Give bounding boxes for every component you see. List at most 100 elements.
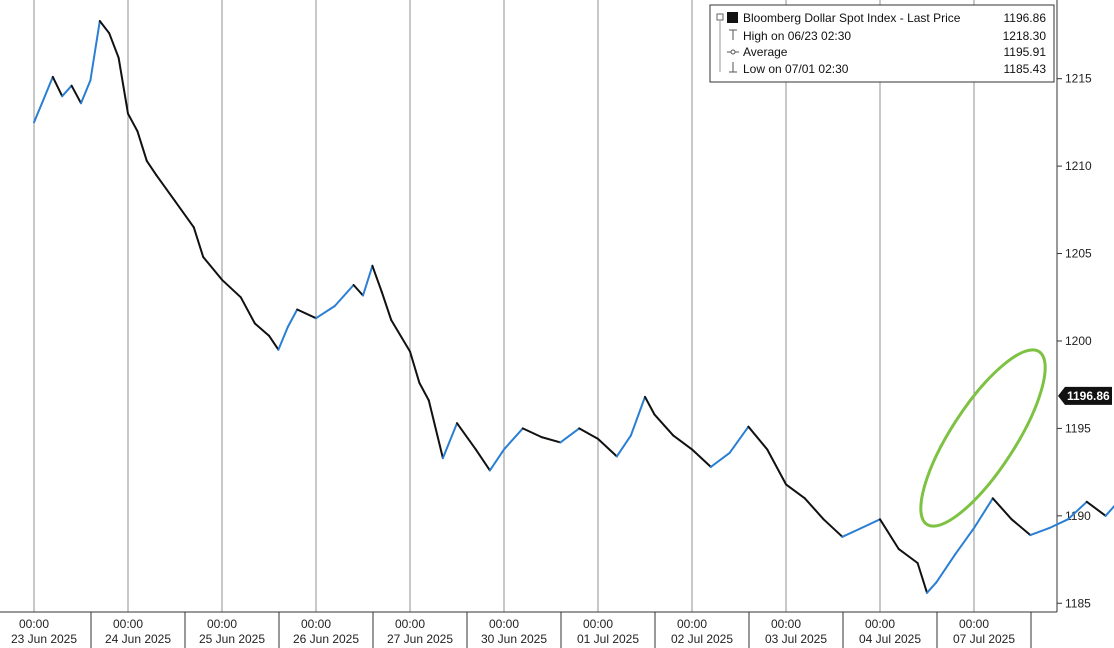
legend: Bloomberg Dollar Spot Index - Last Price… — [709, 4, 1055, 83]
series-segment — [371, 264, 383, 293]
series-segment — [728, 425, 750, 454]
series-segment — [441, 422, 458, 460]
series-segment — [559, 427, 581, 444]
series-segment — [803, 497, 825, 521]
x-tick-time-label: 00:00 — [113, 617, 143, 631]
legend-series-swatch-icon — [727, 12, 738, 23]
series-segment — [474, 448, 491, 472]
x-tick-time-label: 00:00 — [771, 617, 801, 631]
legend-box — [709, 4, 1055, 83]
y-tick-label: 1185 — [1065, 596, 1091, 610]
series-segment — [61, 84, 73, 98]
y-tick-label: 1210 — [1065, 159, 1092, 173]
series-segment — [127, 112, 139, 133]
series-segment — [456, 422, 477, 451]
legend-average-label: Average — [743, 45, 788, 59]
x-tick-date-label: 26 Jun 2025 — [293, 632, 359, 646]
x-tick-time-label: 00:00 — [489, 617, 519, 631]
series-segment — [578, 427, 599, 440]
series-segment — [766, 448, 787, 486]
series-segment — [427, 399, 444, 460]
x-tick-date-label: 03 Jul 2025 — [765, 632, 827, 646]
x-tick-time-label: 00:00 — [959, 617, 989, 631]
legend-low-value: 1185.43 — [1004, 62, 1047, 76]
legend-low-label: Low on 07/01 02:30 — [743, 62, 849, 76]
series-segment — [253, 322, 270, 337]
series-segment — [629, 395, 646, 437]
series-segment — [409, 350, 421, 384]
series-segment — [615, 434, 632, 458]
legend-high-value: 1218.30 — [1003, 29, 1047, 43]
series-segment — [860, 518, 881, 530]
series-segment — [1067, 500, 1088, 521]
legend-expand-icon — [716, 13, 724, 21]
series-segment — [286, 308, 299, 328]
last-price-tag: 1196.86 — [1058, 386, 1112, 405]
x-tick-date-label: 01 Jul 2025 — [577, 632, 639, 646]
price-series — [33, 20, 1114, 594]
series-segment — [80, 79, 92, 105]
series-segment — [747, 425, 769, 451]
series-segment — [973, 497, 994, 530]
x-tick-time-label: 00:00 — [207, 617, 237, 631]
series-segment — [1104, 504, 1114, 517]
series-segment — [916, 562, 928, 594]
x-tick-time-label: 00:00 — [865, 617, 895, 631]
series-segment — [1010, 518, 1032, 537]
series-segment — [70, 84, 82, 105]
series-segment — [926, 581, 938, 594]
last-price-tag-label: 1196.86 — [1067, 389, 1110, 403]
y-axis-ticks: 1185 1190 1195 1200 1205 1210 1215 — [1057, 72, 1092, 610]
axis-frame — [0, 0, 1058, 613]
series-segment — [709, 451, 731, 468]
y-tick-label: 1190 — [1065, 509, 1091, 523]
highlight-ellipse — [919, 348, 1047, 528]
series-segment — [277, 326, 289, 351]
series-segment — [418, 381, 430, 402]
series-segment — [117, 56, 129, 115]
series-segment — [33, 98, 45, 124]
series-segment — [841, 527, 863, 538]
series-segment — [202, 256, 223, 281]
legend-high-label: High on 06/23 02:30 — [743, 29, 851, 43]
series-segment — [42, 75, 54, 101]
series-segment — [221, 278, 242, 299]
series-segment — [1048, 518, 1069, 530]
vertical-gridlines — [33, 0, 975, 612]
series-segment — [785, 483, 806, 500]
x-tick-time-label: 00:00 — [301, 617, 331, 631]
series-segment — [108, 32, 120, 59]
series-segment — [672, 434, 693, 451]
series-segment — [89, 20, 101, 82]
series-segment — [1029, 527, 1051, 537]
x-tick-date-label: 25 Jun 2025 — [199, 632, 265, 646]
series-segment — [644, 395, 656, 416]
low-marker-icon — [729, 62, 737, 73]
x-tick-date-label: 30 Jun 2025 — [481, 632, 547, 646]
series-segment — [991, 497, 1013, 521]
y-tick-label: 1200 — [1065, 334, 1092, 348]
series-segment — [390, 319, 411, 353]
average-marker-dot-icon — [730, 49, 736, 55]
x-tick-date-label: 23 Jun 2025 — [11, 632, 77, 646]
series-segment — [597, 437, 618, 458]
series-segment — [155, 173, 176, 203]
series-segment — [362, 264, 374, 297]
x-tick-date-label: 07 Jul 2025 — [953, 632, 1015, 646]
x-tick-date-label: 04 Jul 2025 — [859, 632, 921, 646]
x-tick-time-label: 00:00 — [395, 617, 425, 631]
series-segment — [136, 130, 148, 162]
series-segment — [897, 548, 919, 564]
series-segment — [174, 200, 195, 229]
series-segment — [268, 334, 280, 351]
series-segment — [691, 448, 712, 468]
series-segment — [296, 308, 317, 320]
series-segment — [488, 448, 505, 472]
series-segment — [653, 413, 675, 437]
series-segment — [935, 553, 957, 584]
y-tick-label: 1195 — [1065, 421, 1091, 435]
x-tick-time-label: 00:00 — [583, 617, 613, 631]
x-tick-date-label: 02 Jul 2025 — [671, 632, 733, 646]
